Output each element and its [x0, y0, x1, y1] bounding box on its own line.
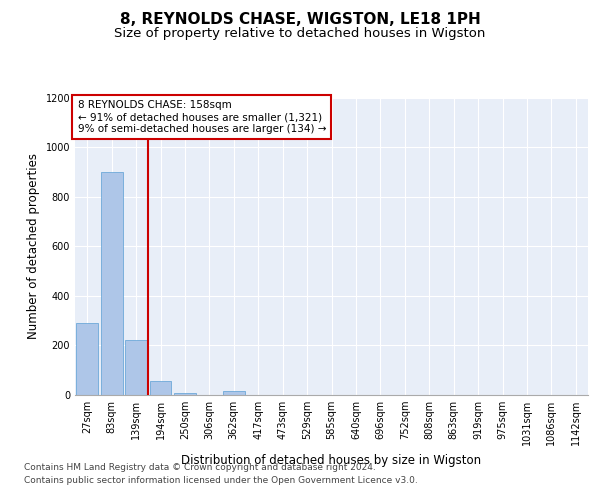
- Text: Size of property relative to detached houses in Wigston: Size of property relative to detached ho…: [115, 28, 485, 40]
- Text: Contains public sector information licensed under the Open Government Licence v3: Contains public sector information licen…: [24, 476, 418, 485]
- Y-axis label: Number of detached properties: Number of detached properties: [27, 153, 40, 340]
- Bar: [125, 340, 147, 395]
- Bar: [76, 323, 98, 395]
- Bar: [174, 392, 196, 395]
- X-axis label: Distribution of detached houses by size in Wigston: Distribution of detached houses by size …: [181, 454, 482, 466]
- Text: 8 REYNOLDS CHASE: 158sqm
← 91% of detached houses are smaller (1,321)
9% of semi: 8 REYNOLDS CHASE: 158sqm ← 91% of detach…: [77, 100, 326, 134]
- Bar: [223, 392, 245, 395]
- Text: Contains HM Land Registry data © Crown copyright and database right 2024.: Contains HM Land Registry data © Crown c…: [24, 464, 376, 472]
- Text: 8, REYNOLDS CHASE, WIGSTON, LE18 1PH: 8, REYNOLDS CHASE, WIGSTON, LE18 1PH: [119, 12, 481, 28]
- Bar: [149, 382, 172, 395]
- Bar: [101, 172, 122, 395]
